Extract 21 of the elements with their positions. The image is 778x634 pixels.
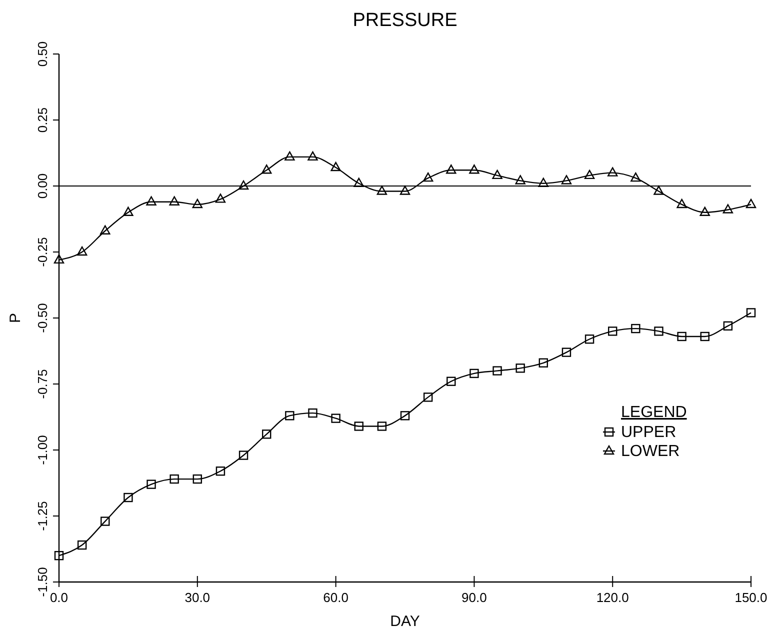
x-tick-label: 120.0	[596, 590, 629, 605]
x-axis-title: DAY	[390, 613, 420, 630]
legend-label: LOWER	[621, 443, 680, 460]
y-tick-label: -0.25	[35, 237, 50, 267]
chart-title: PRESSURE	[352, 10, 458, 31]
x-tick-label: 60.0	[323, 590, 348, 605]
y-tick-label: 0.00	[35, 173, 50, 199]
y-tick-label: -0.75	[35, 369, 50, 399]
x-tick-label: 150.0	[734, 590, 768, 605]
legend-title: LEGEND	[621, 404, 687, 421]
y-tick-label: 0.25	[35, 107, 50, 133]
y-tick-label: -1.25	[35, 501, 50, 531]
y-axis-title: P	[7, 312, 24, 324]
y-tick-label: -1.50	[35, 567, 50, 597]
x-tick-label: 90.0	[462, 590, 487, 605]
x-tick-label: 30.0	[184, 590, 210, 605]
x-tick-label: 0.0	[50, 590, 68, 605]
y-tick-label: -0.50	[35, 303, 50, 333]
y-tick-label: 0.50	[35, 41, 50, 67]
legend-label: UPPER	[621, 424, 676, 441]
y-tick-label: -1.00	[35, 435, 50, 465]
